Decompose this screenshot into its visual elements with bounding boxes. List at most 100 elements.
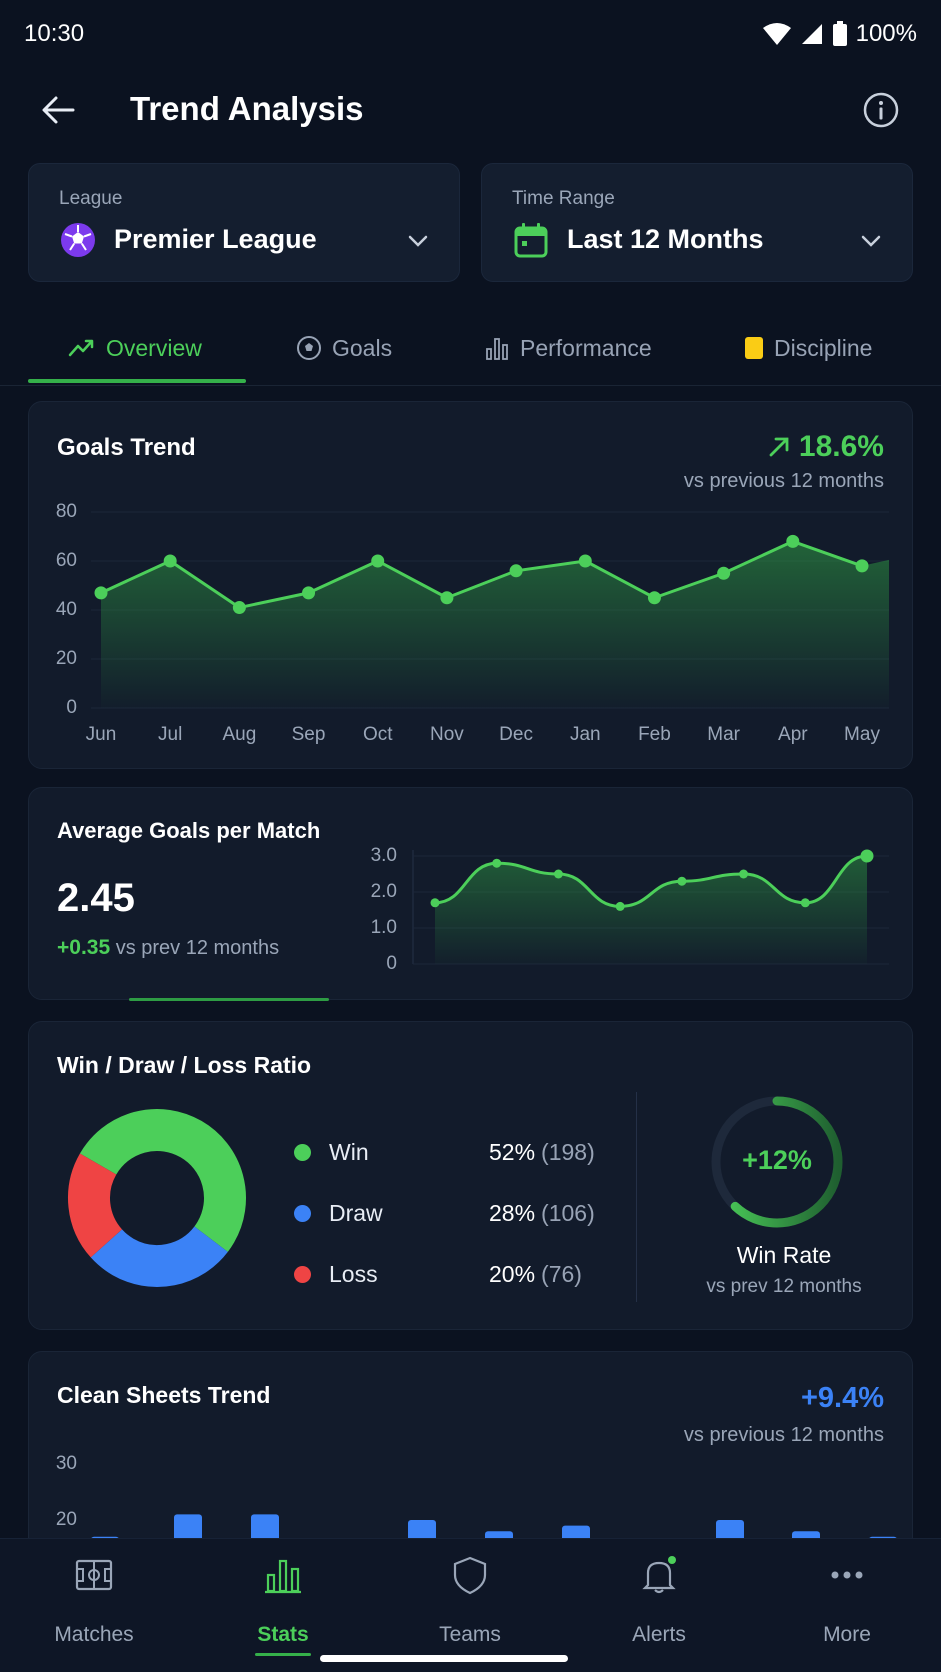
nav-matches[interactable]: Matches — [19, 1555, 169, 1655]
nav-label: Matches — [54, 1623, 134, 1646]
y-tick-label: 30 — [55, 1453, 77, 1474]
league-selector-value: Premier League — [114, 224, 317, 254]
data-point — [677, 876, 687, 886]
legend-name: Loss — [329, 1260, 378, 1287]
data-point — [717, 566, 731, 580]
nav-alerts[interactable]: Alerts — [584, 1555, 734, 1655]
time-range-label: Time Range — [512, 188, 615, 209]
legend-percent: 52% — [489, 1138, 536, 1165]
league-selector[interactable]: League Premier League — [28, 163, 460, 282]
trending-up-icon — [68, 339, 94, 357]
nav-more[interactable]: More — [772, 1555, 922, 1655]
nav-stats[interactable]: Stats — [208, 1555, 358, 1656]
arrow-up-right-icon — [769, 437, 789, 457]
legend-row-draw: Draw 28% (106) — [294, 1198, 604, 1228]
x-tick-label: Jun — [85, 724, 117, 745]
active-nav-indicator — [255, 1653, 311, 1656]
donut-slice-loss — [68, 1109, 246, 1287]
active-tab-indicator — [28, 379, 246, 383]
info-button[interactable] — [859, 88, 903, 132]
data-point — [232, 601, 246, 615]
calendar-icon — [514, 223, 548, 258]
data-point — [578, 554, 592, 568]
goals-trend-subtitle: vs previous 12 months — [683, 470, 884, 492]
clean-sheets-card: Clean Sheets Trend +9.4% vs previous 12 … — [28, 1351, 913, 1571]
data-point — [615, 901, 625, 911]
home-indicator — [320, 1655, 568, 1662]
legend-row-loss: Loss 20% (76) — [294, 1259, 604, 1289]
data-point — [430, 898, 440, 908]
y-tick-label: 0 — [386, 953, 397, 974]
more-icon — [831, 1571, 863, 1579]
nav-label: Stats — [257, 1623, 309, 1646]
bar-chart-icon — [265, 1559, 301, 1594]
data-point — [800, 898, 810, 908]
signal-icon — [801, 24, 822, 44]
nav-teams[interactable]: Teams — [395, 1555, 545, 1655]
y-tick-label: 80 — [55, 501, 77, 522]
legend-name: Draw — [329, 1199, 383, 1226]
tab-performance[interactable]: Performance — [484, 310, 652, 386]
area-fill — [435, 856, 867, 964]
data-point — [492, 858, 502, 868]
tab-label: Overview — [106, 334, 202, 361]
time-range-selector[interactable]: Time Range Last 12 Months — [481, 163, 913, 282]
goals-trend-change: 18.6% — [767, 430, 884, 464]
x-tick-label: Apr — [778, 724, 808, 745]
legend-count: (106) — [541, 1199, 595, 1226]
back-button[interactable] — [38, 90, 78, 130]
win-rate-subtitle: vs prev 12 months — [706, 1276, 862, 1297]
data-point — [855, 559, 869, 573]
page-title: Trend Analysis — [130, 90, 364, 127]
data-point — [440, 591, 454, 605]
tab-bar: Overview Goals Performance Discipline — [0, 310, 941, 386]
avg-goals-delta: +0.35 — [57, 936, 111, 959]
y-tick-label: 60 — [55, 550, 77, 571]
shield-icon — [453, 1556, 487, 1595]
y-tick-label: 20 — [55, 648, 77, 669]
x-tick-label: Aug — [222, 724, 257, 745]
legend-name: Win — [329, 1138, 369, 1165]
league-selector-label: League — [59, 188, 123, 209]
nav-label: Alerts — [632, 1623, 686, 1646]
status-icons: 100% — [762, 20, 917, 48]
tab-overview[interactable]: Overview — [68, 310, 202, 386]
legend-percent: 28% — [489, 1199, 536, 1226]
avg-goals-delta-sub: vs prev 12 months — [115, 937, 280, 959]
chevron-down-icon — [861, 235, 881, 247]
area-fill — [101, 541, 889, 708]
bar-chart-icon — [486, 338, 508, 360]
avg-goals-card: Average Goals per Match 2.45 +0.35 vs pr… — [28, 787, 913, 1001]
soccer-ball-icon — [61, 223, 95, 257]
battery-icon — [832, 21, 847, 46]
goals-trend-chart — [91, 511, 889, 709]
pitch-icon — [75, 1559, 113, 1591]
card-accent-line — [129, 998, 329, 1001]
y-tick-label: 0 — [66, 697, 77, 718]
tab-goals[interactable]: Goals — [296, 310, 392, 386]
x-tick-label: Jul — [158, 724, 183, 745]
wdl-donut-chart — [68, 1109, 246, 1287]
legend-swatch — [294, 1204, 311, 1222]
nav-label: Teams — [439, 1623, 501, 1646]
goals-trend-card: Goals Trend 18.6% vs previous 12 months … — [28, 401, 913, 769]
data-point — [509, 564, 523, 578]
win-rate-ring — [711, 1096, 843, 1228]
donut-slice-draw — [68, 1109, 246, 1287]
tab-label: Discipline — [774, 334, 873, 361]
legend-swatch — [294, 1265, 311, 1283]
info-icon — [863, 92, 899, 128]
x-tick-label: Nov — [430, 724, 464, 745]
avg-goals-delta-row: +0.35 vs prev 12 months — [57, 936, 279, 960]
tab-discipline[interactable]: Discipline — [744, 310, 872, 386]
legend-percent: 20% — [489, 1260, 536, 1287]
bottom-navigation: Matches Stats Teams Alerts More — [0, 1538, 941, 1672]
tab-label: Goals — [332, 334, 393, 361]
x-tick-label: Feb — [638, 724, 671, 745]
legend-count: (198) — [541, 1138, 595, 1165]
y-tick-label: 40 — [55, 599, 77, 620]
wifi-icon — [762, 23, 791, 45]
y-tick-label: 2.0 — [370, 881, 397, 902]
data-point — [647, 591, 661, 605]
avg-goals-title: Average Goals per Match — [57, 818, 321, 843]
